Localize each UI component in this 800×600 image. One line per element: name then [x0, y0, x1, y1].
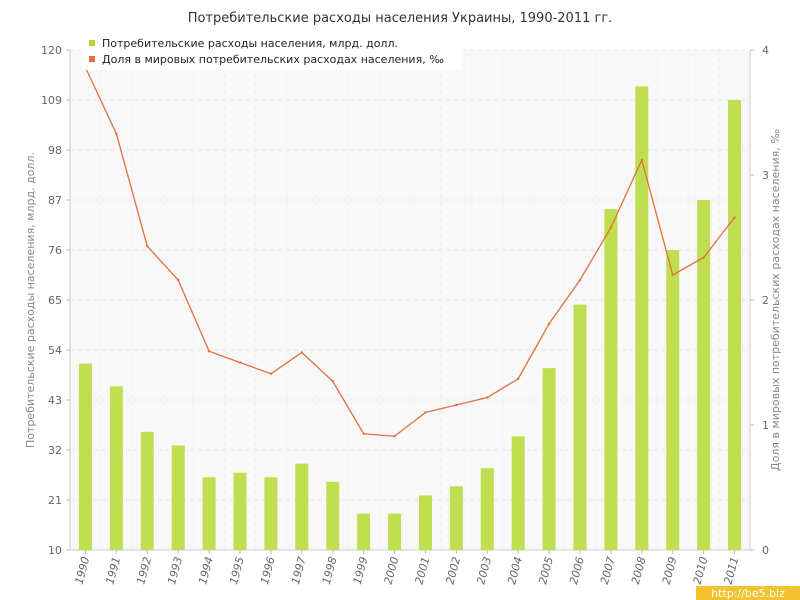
y-tick-label: 54: [48, 344, 62, 357]
bar: [233, 472, 247, 550]
y-tick-label: 87: [48, 194, 62, 207]
bar: [573, 304, 587, 550]
x-tick-label: 2010: [691, 555, 711, 585]
x-axis: 1990 1991 1992 1993 1994 1995 1996 1997 1998 1999…: [73, 550, 742, 586]
y2-tick-label: 0: [762, 544, 769, 557]
x-tick-label: 1996: [258, 555, 278, 585]
x-tick-label: 2001: [413, 555, 433, 585]
line-point: [176, 278, 180, 282]
bar: [480, 468, 494, 550]
bar: [418, 495, 432, 550]
line-point: [269, 372, 273, 375]
bar: [449, 486, 463, 550]
watermark-bg: [696, 586, 800, 600]
bar: [511, 436, 525, 550]
bar: [78, 363, 92, 550]
y-tick-label: 32: [48, 444, 62, 457]
bar: [202, 477, 216, 550]
x-tick-label: 1991: [103, 555, 123, 585]
y-tick-label: 98: [48, 144, 62, 157]
line-point: [640, 158, 644, 162]
y2-tick-label: 1: [762, 419, 769, 432]
line-point: [609, 226, 613, 229]
line-point: [146, 245, 149, 248]
legend-item-line: Доля в мировых потребительских расходах …: [102, 53, 444, 66]
bar: [295, 463, 309, 550]
line-point: [238, 361, 242, 364]
legend-marker-line: [89, 56, 95, 62]
x-tick-label: 2008: [629, 555, 649, 585]
y-tick-label: 65: [48, 294, 62, 307]
y-tick-label: 10: [48, 544, 62, 557]
bar: [109, 386, 123, 550]
x-tick-label: 1994: [196, 555, 216, 585]
y2-tick-label: 3: [762, 169, 769, 182]
x-tick-label: 2006: [567, 555, 587, 585]
line-point: [733, 216, 736, 219]
line-point: [671, 273, 674, 277]
bar: [542, 368, 556, 550]
y-tick-label: 76: [48, 244, 62, 257]
y-tick-label: 21: [48, 494, 62, 507]
y2-tick-label: 4: [762, 44, 769, 57]
bar: [666, 250, 680, 550]
x-tick-label: 2000: [382, 555, 402, 585]
x-tick-label: 1990: [73, 555, 93, 585]
line-point: [362, 432, 365, 435]
legend-box: [82, 34, 462, 70]
bar: [697, 200, 711, 550]
bar: [388, 513, 402, 550]
line-point: [300, 351, 304, 354]
x-tick-label: 1995: [227, 555, 247, 585]
x-tick-label: 1992: [134, 555, 154, 585]
watermark: http://be5.biz: [711, 587, 785, 600]
bar-series: [78, 86, 742, 550]
line-point: [207, 350, 211, 353]
legend: Потребительские расходы населения, млрд.…: [82, 34, 462, 70]
chart-title: Потребительские расходы населения Украин…: [188, 11, 613, 26]
line-point: [455, 403, 458, 407]
x-tick-label: 2007: [598, 555, 618, 585]
y2-axis-title: Доля в мировых потребительских расходах …: [769, 129, 782, 471]
x-tick-label: 2004: [505, 555, 525, 585]
y-axis-right: 0 1 2 3 4: [750, 44, 769, 557]
bar: [326, 481, 340, 550]
x-tick-label: 1999: [351, 555, 371, 585]
line-point: [424, 411, 427, 414]
y2-tick-label: 2: [762, 294, 769, 307]
bar: [604, 209, 618, 550]
bar: [728, 100, 742, 550]
y-axis-title: Потребительские расходы населения, млрд.…: [24, 152, 37, 448]
x-tick-label: 1997: [289, 555, 309, 585]
line-point: [115, 132, 118, 135]
bar: [171, 445, 185, 550]
line-point: [331, 380, 334, 383]
bar: [140, 431, 154, 550]
line-point: [702, 256, 705, 259]
x-tick-label: 2009: [660, 555, 680, 585]
bar: [635, 86, 649, 550]
y-tick-label: 43: [48, 394, 62, 407]
line-point: [516, 377, 520, 380]
y-tick-label: 120: [41, 44, 62, 57]
legend-item-bar: Потребительские расходы населения, млрд.…: [102, 37, 398, 50]
x-tick-label: 1993: [165, 555, 185, 585]
y-axis-left: 10 21 32 43 54 65 76 87 98 109 120: [41, 44, 70, 557]
line-point: [547, 322, 551, 325]
x-tick-label: 2005: [536, 555, 556, 585]
legend-marker-bar: [89, 40, 95, 46]
line-point: [393, 435, 396, 438]
line-path: [84, 67, 736, 437]
bar: [357, 513, 371, 550]
x-tick-label: 1998: [320, 555, 340, 585]
y-tick-label: 109: [41, 94, 62, 107]
bar: [264, 477, 278, 550]
line-point: [578, 278, 582, 282]
x-tick-label: 2011: [722, 555, 742, 585]
line-point: [486, 396, 489, 399]
x-tick-label: 2003: [474, 555, 494, 585]
x-tick-label: 2002: [443, 555, 463, 585]
